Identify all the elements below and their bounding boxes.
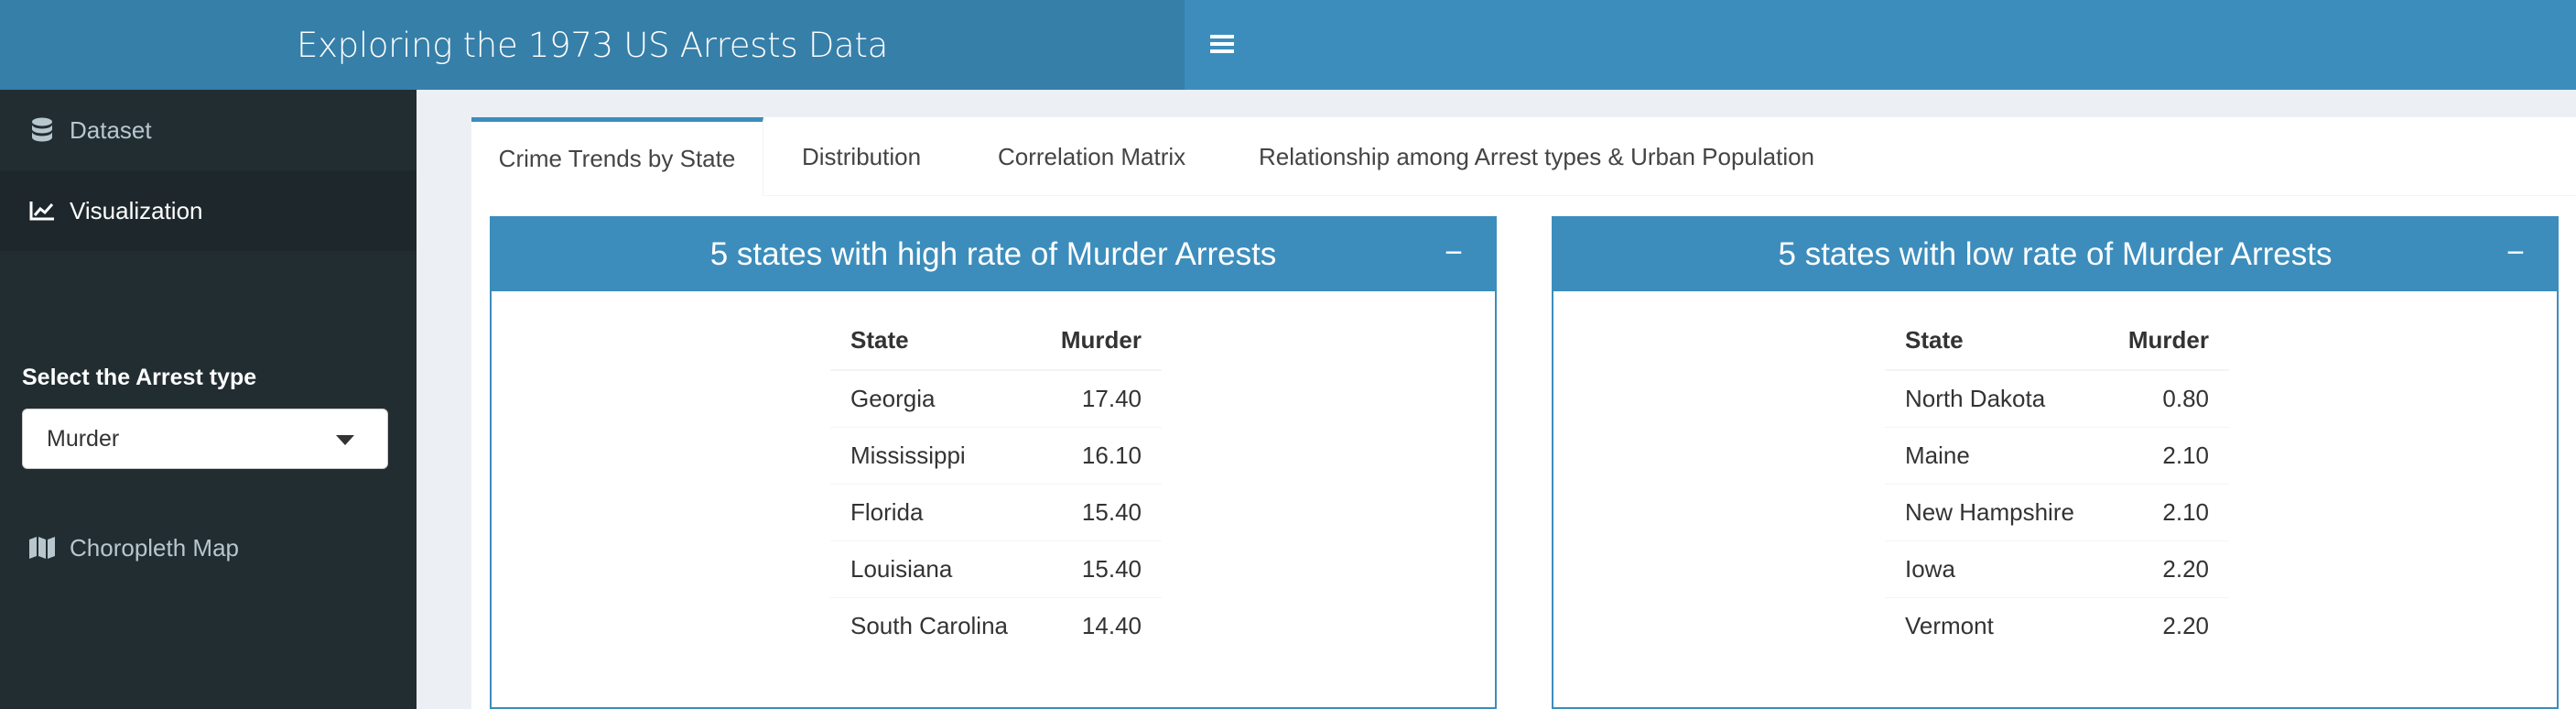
murder-cell: 2.20 xyxy=(2103,540,2229,597)
caret-down-icon xyxy=(336,435,354,445)
murder-cell: 2.10 xyxy=(2103,483,2229,540)
collapse-icon[interactable]: − xyxy=(1445,235,1463,270)
high-rate-table: State Murder Georgia 17.40 Mississippi 16.… xyxy=(830,311,1162,654)
high-rate-box-header: 5 states with high rate of Murder Arrest… xyxy=(492,218,1495,291)
main-content: Crime Trends by State Distribution Corre… xyxy=(417,90,2576,709)
tab-distribution[interactable]: Distribution xyxy=(802,142,922,170)
state-cell: Louisiana xyxy=(830,540,1036,597)
table-row: Georgia 17.40 xyxy=(830,369,1162,427)
table-row: South Carolina 14.40 xyxy=(830,596,1162,654)
state-cell: Georgia xyxy=(830,369,1036,427)
low-rate-box: 5 states with low rate of Murder Arrests… xyxy=(1552,216,2559,709)
arrest-type-select[interactable]: Murder xyxy=(22,409,388,469)
table-header-row: State Murder xyxy=(830,311,1162,371)
top-navbar: Exploring the 1973 US Arrests Data xyxy=(0,0,2576,90)
column-header-murder: Murder xyxy=(2103,311,2229,371)
state-cell: North Dakota xyxy=(1885,369,2104,427)
high-rate-box-title: 5 states with high rate of Murder Arrest… xyxy=(709,236,1277,272)
app-title: Exploring the 1973 US Arrests Data xyxy=(0,0,1185,90)
tab-panel: Crime Trends by State Distribution Corre… xyxy=(471,117,2576,709)
table-row: Louisiana 15.40 xyxy=(830,540,1162,597)
low-rate-box-header: 5 states with low rate of Murder Arrests… xyxy=(1553,218,2557,291)
murder-cell: 2.10 xyxy=(2103,426,2229,484)
state-cell: Maine xyxy=(1885,426,2104,484)
column-header-murder: Murder xyxy=(1035,311,1162,371)
table-row: Florida 15.40 xyxy=(830,483,1162,540)
table-row: Mississippi 16.10 xyxy=(830,426,1162,484)
state-cell: Iowa xyxy=(1885,540,2104,597)
low-rate-table: State Murder North Dakota 0.80 Maine 2.10 … xyxy=(1885,311,2229,654)
state-cell: Florida xyxy=(830,483,1036,540)
murder-cell: 15.40 xyxy=(1035,540,1162,597)
murder-cell: 16.10 xyxy=(1035,426,1162,484)
murder-cell: 0.80 xyxy=(2103,369,2229,427)
tab-bar: Crime Trends by State Distribution Corre… xyxy=(471,117,2576,196)
murder-cell: 15.40 xyxy=(1035,483,1162,540)
line-chart-icon xyxy=(27,196,57,225)
arrest-type-value: Murder xyxy=(47,425,120,452)
sidebar-item-label: Visualization xyxy=(70,196,203,224)
map-icon xyxy=(27,533,57,562)
table-header-row: State Murder xyxy=(1885,311,2229,371)
state-cell: New Hampshire xyxy=(1885,483,2104,540)
table-row: North Dakota 0.80 xyxy=(1885,369,2229,427)
table-row: Iowa 2.20 xyxy=(1885,540,2229,597)
tab-crime-trends[interactable]: Crime Trends by State xyxy=(471,117,763,196)
murder-cell: 2.20 xyxy=(2103,596,2229,654)
high-rate-box: 5 states with high rate of Murder Arrest… xyxy=(490,216,1497,709)
state-cell: South Carolina xyxy=(830,596,1036,654)
hamburger-icon[interactable] xyxy=(1199,18,1245,70)
database-icon xyxy=(27,115,57,145)
sidebar: Dataset Visualization Select the Arrest … xyxy=(0,90,417,709)
sidebar-item-visualization[interactable]: Visualization xyxy=(0,170,417,251)
sidebar-item-label: Choropleth Map xyxy=(70,533,239,562)
collapse-icon[interactable]: − xyxy=(2506,235,2525,270)
arrest-type-label: Select the Arrest type xyxy=(22,365,257,390)
state-cell: Vermont xyxy=(1885,596,2104,654)
tab-correlation-matrix[interactable]: Correlation Matrix xyxy=(998,142,1186,170)
murder-cell: 17.40 xyxy=(1035,369,1162,427)
table-row: Maine 2.10 xyxy=(1885,426,2229,484)
tab-relationship[interactable]: Relationship among Arrest types & Urban … xyxy=(1259,142,1815,170)
sidebar-item-dataset[interactable]: Dataset xyxy=(0,90,417,170)
table-row: Vermont 2.20 xyxy=(1885,596,2229,654)
low-rate-box-title: 5 states with low rate of Murder Arrests xyxy=(1778,236,2332,272)
table-row: New Hampshire 2.10 xyxy=(1885,483,2229,540)
sidebar-item-label: Dataset xyxy=(70,115,152,144)
column-header-state: State xyxy=(830,311,1036,371)
state-cell: Mississippi xyxy=(830,426,1036,484)
column-header-state: State xyxy=(1885,311,2104,371)
sidebar-item-choropleth-map[interactable]: Choropleth Map xyxy=(0,507,417,588)
murder-cell: 14.40 xyxy=(1035,596,1162,654)
